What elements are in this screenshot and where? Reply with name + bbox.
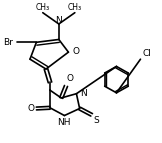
Text: CH₃: CH₃: [68, 3, 82, 12]
Text: Br: Br: [3, 38, 13, 47]
Text: Cl: Cl: [142, 49, 151, 58]
Text: O: O: [67, 74, 74, 83]
Text: O: O: [72, 47, 79, 56]
Text: O: O: [28, 104, 35, 113]
Text: N: N: [55, 16, 62, 25]
Text: CH₃: CH₃: [36, 3, 50, 12]
Text: N: N: [80, 89, 87, 98]
Text: S: S: [93, 116, 99, 125]
Text: NH: NH: [57, 118, 70, 127]
